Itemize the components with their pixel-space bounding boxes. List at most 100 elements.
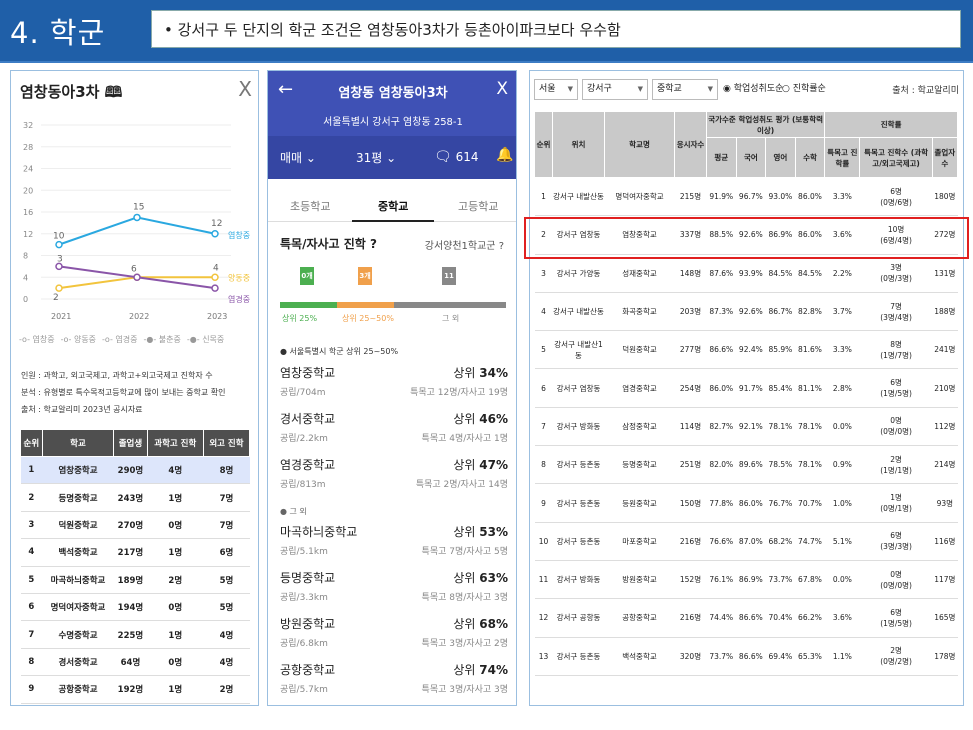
table-cell: 마포중학교: [604, 522, 675, 561]
table-cell: 86.7%: [765, 292, 796, 332]
school-item[interactable]: 등명중학교 공립/3.3km 상위 63% 특목고 8명/자사고 3명: [280, 569, 508, 613]
table-row[interactable]: 5 마곡하늬중학교 189명 2명 5명: [20, 566, 250, 594]
table-row[interactable]: 3 강서구 가양동 성재중학교 148명 87.6% 93.9% 84.5% 84.5% 2.2…: [534, 254, 958, 293]
table-cell: 210명: [932, 368, 958, 408]
table-row[interactable]: 1 강서구 내발산동 명덕여자중학교 215명 91.9% 96.7% 93.0% 86.0%…: [534, 177, 958, 217]
flag-icon-25-50: 3개: [358, 267, 372, 285]
data-label: 2: [53, 293, 59, 303]
table-cell: 11: [534, 560, 553, 600]
data-label: 10: [53, 232, 65, 242]
back-arrow-icon[interactable]: ←: [278, 79, 294, 100]
school-item[interactable]: 방원중학교 공립/6.8km 상위 68% 특목고 3명/자사고 2명: [280, 615, 508, 659]
table-cell: 경서중학교: [42, 648, 114, 677]
table-cell: 81.1%: [795, 368, 825, 408]
tab-elementary[interactable]: 초등학교: [290, 200, 331, 213]
table-cell: 92.6%: [736, 215, 766, 255]
table-row[interactable]: 6 강서구 염창동 염경중학교 254명 86.0% 91.7% 85.4% 81.1% 2.8…: [534, 368, 958, 408]
school-level-value: 중학교: [657, 84, 682, 94]
school-item[interactable]: 염창중학교 공립/704m 상위 34% 특목고 12명/자사고 19명: [280, 364, 508, 408]
legend-item[interactable]: -o- 염경중: [102, 335, 138, 344]
school-item[interactable]: 공항중학교 공립/5.7km 상위 74% 특목고 3명/자사고 3명: [280, 661, 508, 705]
table-row[interactable]: 2 강서구 염창동 염창중학교 337명 88.5% 92.6% 86.9% 86.0% 3.6…: [534, 215, 958, 255]
table-cell: 3.6%: [824, 215, 860, 255]
y-tick-label: 20: [23, 186, 33, 195]
comment-count[interactable]: 🗨 614: [434, 149, 479, 165]
table-row[interactable]: 3 덕원중학교 270명 0명 7명: [20, 511, 250, 540]
school-rank: 상위 68%: [453, 615, 508, 632]
table-cell: 189명: [113, 566, 148, 594]
table-row[interactable]: 6 명덕여자중학교 194명 0명 5명: [20, 593, 250, 622]
bell-icon[interactable]: 🔔: [496, 147, 514, 163]
trade-type-select[interactable]: 매매 ⌄: [280, 151, 316, 165]
special-school-panel: 염창동아3차 🕮 X 32 28 24 20 16 12 8 4 0 2021 2022 2023 10…: [10, 70, 259, 706]
table-row[interactable]: 13 강서구 등촌동 백석중학교 320명 73.7% 86.6% 69.4% 65.3% 1.…: [534, 637, 958, 676]
column-header: 과학고 진학: [146, 429, 204, 457]
table-row[interactable]: 4 백석중학교 217명 1명 6명: [20, 538, 250, 567]
table-row[interactable]: 9 강서구 등촌동 등원중학교 150명 77.8% 86.0% 76.7% 70.7% 1.0…: [534, 483, 958, 523]
close-icon[interactable]: X: [496, 79, 508, 99]
school-rank: 상위 74%: [453, 661, 508, 678]
column-subheader: 국어: [735, 137, 767, 178]
school-distance: 공립/5.7km: [280, 685, 328, 695]
table-row[interactable]: 9 공항중학교 192명 1명 2명: [20, 675, 250, 704]
table-cell: 강서구 내발산동: [552, 292, 605, 332]
table-cell: 1명 (0명/1명): [859, 483, 933, 523]
tab-high[interactable]: 고등학교: [458, 200, 499, 213]
legend-item[interactable]: -●- 불춘중: [143, 335, 181, 344]
sort-achievement-radio[interactable]: ◉ 학업성취도순: [723, 84, 784, 94]
table-row[interactable]: 2 등명중학교 243명 1명 7명: [20, 483, 250, 512]
school-level-select[interactable]: 중학교 ▼: [652, 79, 718, 100]
series-end-label: 양동중: [228, 273, 250, 282]
school-item[interactable]: 염경중학교 공립/813m 상위 47% 특목고 2명/자사고 14명: [280, 456, 508, 500]
table-header-row: 순위 위치 학교명 응시자수 국가수준 학업성취도 평가 (보통학력이상) 진학률: [534, 111, 958, 178]
legend-item[interactable]: -o- 염창중: [19, 335, 55, 344]
table-cell: 86.6%: [706, 330, 737, 370]
data-point: [55, 240, 63, 249]
table-row[interactable]: 11 강서구 방화동 방원중학교 152명 76.1% 86.9% 73.7% 67.8% 0.…: [534, 560, 958, 600]
table-cell: 5: [534, 330, 553, 370]
city-select[interactable]: 서울 ▼: [534, 79, 578, 100]
tab-middle[interactable]: 중학교: [378, 200, 409, 213]
table-cell: 삼정중학교: [604, 407, 675, 447]
table-cell: 216명: [674, 598, 707, 638]
table-cell: 93.0%: [765, 177, 796, 217]
table-row[interactable]: 1 염창중학교 290명 4명 8명: [20, 456, 250, 485]
series-end-label: 염창중: [228, 231, 250, 240]
school-item[interactable]: 마곡하늬중학교 공립/5.1km 상위 53% 특목고 7명/자사고 5명: [280, 523, 508, 567]
table-row[interactable]: 5 강서구 내발산1동 덕원중학교 277명 86.6% 92.4% 85.9% 81.6% 3…: [534, 330, 958, 370]
table-row[interactable]: 10 강서구 등촌동 마포중학교 216명 76.6% 87.0% 68.2% 74.7% 5.…: [534, 522, 958, 561]
school-rank: 상위 53%: [453, 523, 508, 540]
flag-icon-top25: 0개: [300, 267, 314, 285]
highlight-box: [524, 217, 969, 259]
table-cell: 6: [534, 368, 553, 408]
table-row[interactable]: 12 강서구 공항동 공항중학교 216명 74.4% 86.6% 70.4% 66.2% 3.…: [534, 598, 958, 638]
table-row[interactable]: 7 수명중학교 225명 1명 4명: [20, 620, 250, 649]
table-cell: 272명: [932, 215, 958, 255]
table-cell: 86.0%: [736, 483, 766, 523]
school-item[interactable]: 경서중학교 공립/2.2km 상위 46% 특목고 4명/자사고 1명: [280, 410, 508, 454]
table-cell: 76.7%: [765, 483, 796, 523]
district-select[interactable]: 강서구 ▼: [582, 79, 648, 100]
rank-prefix: 상위: [453, 571, 480, 585]
table-row[interactable]: 4 강서구 내발산동 화곡중학교 203명 87.3% 92.6% 86.7% 82.8% 3.…: [534, 292, 958, 332]
table-cell: 112명: [932, 407, 958, 447]
legend-item[interactable]: -o- 양동중: [60, 335, 97, 344]
table-row[interactable]: 7 강서구 방화동 삼정중학교 114명 82.7% 92.1% 78.1% 78.1% 0.0…: [534, 407, 958, 447]
table-row[interactable]: 8 경서중학교 64명 0명 4명: [20, 648, 250, 677]
close-icon[interactable]: X: [238, 77, 252, 101]
table-cell: 241명: [932, 330, 958, 370]
sort-admission-radio[interactable]: ○ 진학률순: [782, 84, 826, 94]
legend-item[interactable]: -●- 신목중: [186, 335, 225, 344]
district-select-value: 강서구: [587, 84, 612, 94]
table-cell: 2.8%: [824, 368, 860, 408]
bar-top25: [280, 302, 337, 308]
size-select[interactable]: 31평 ⌄: [356, 151, 397, 165]
table-row[interactable]: 8 강서구 등촌동 등명중학교 251명 82.0% 89.6% 78.5% 78.1% 0.9…: [534, 445, 958, 485]
data-label: 15: [133, 202, 144, 212]
table-cell: 3.3%: [824, 330, 860, 370]
bar-25-50: [337, 302, 394, 308]
rank-value: 53%: [479, 525, 508, 539]
table-cell: 87.0%: [736, 522, 766, 561]
table-cell: 1명: [147, 675, 204, 704]
table-cell: 217명: [113, 538, 148, 567]
